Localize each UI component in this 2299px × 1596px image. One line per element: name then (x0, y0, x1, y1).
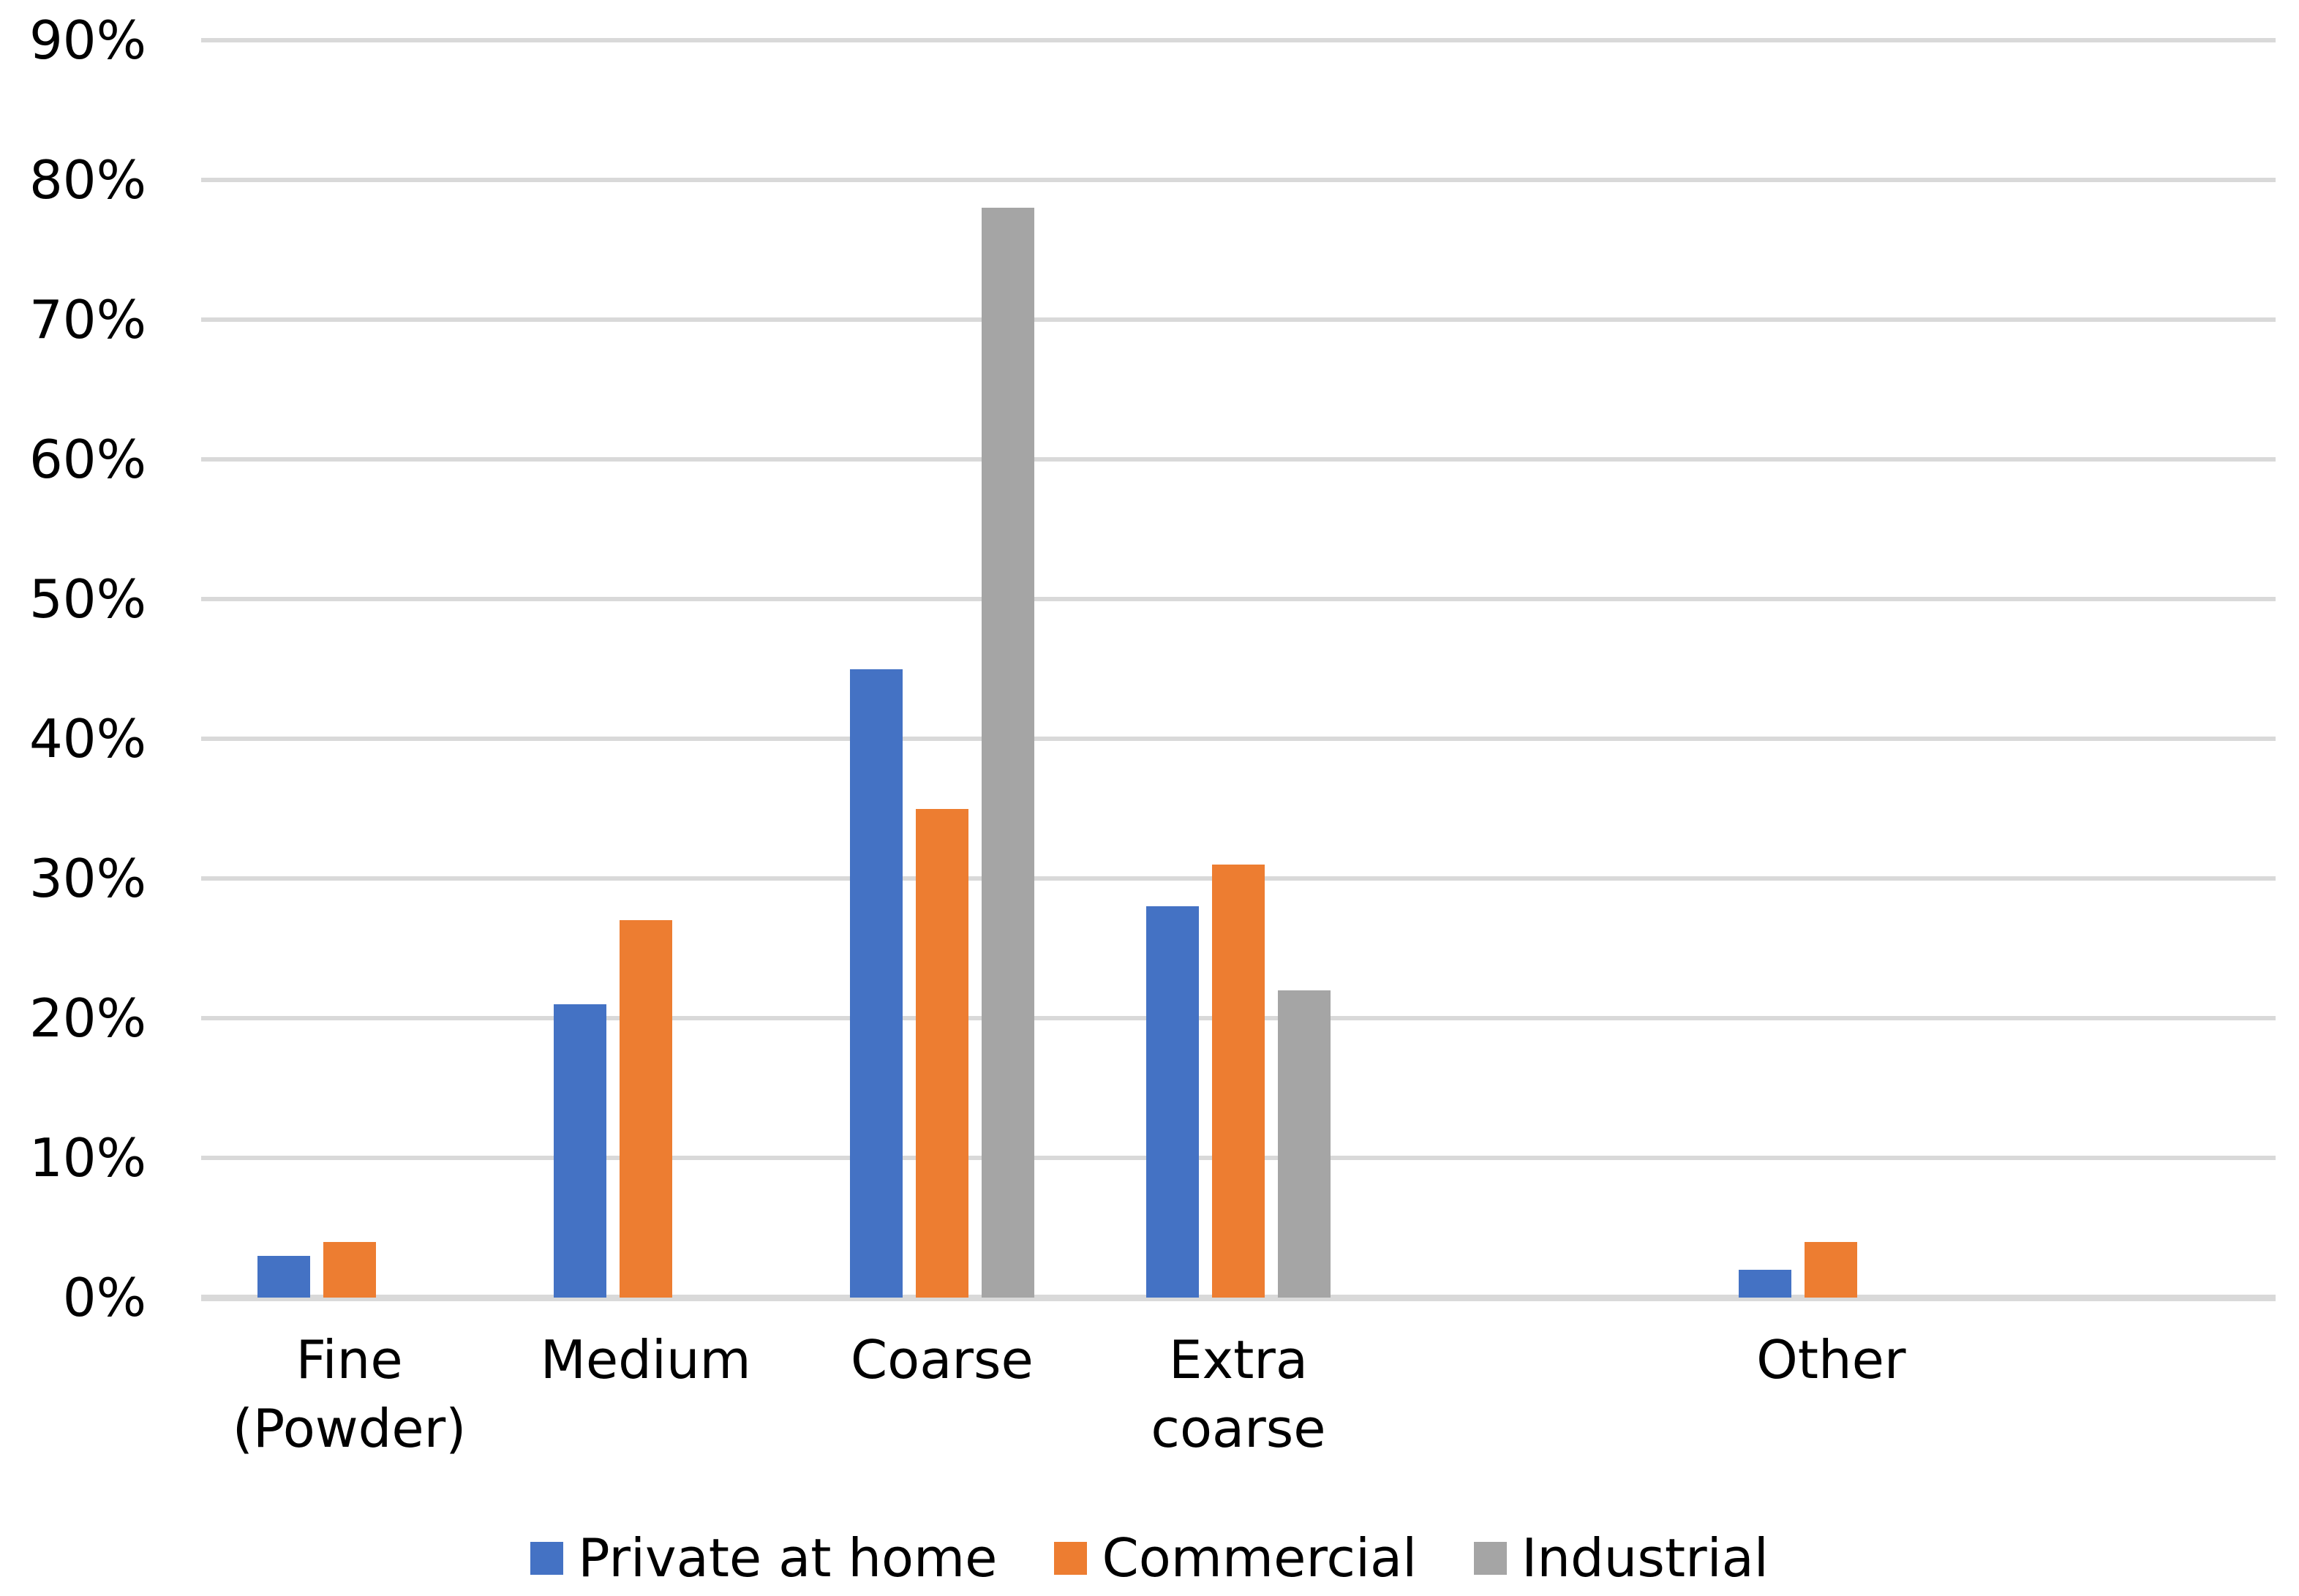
bar-private-at-home (553, 1004, 606, 1298)
gridline (201, 317, 2276, 322)
y-tick-label: 80% (29, 149, 146, 211)
y-tick-label: 50% (29, 568, 146, 630)
bar-private-at-home (257, 1255, 310, 1298)
bar-commercial (915, 808, 968, 1298)
bar-commercial (1805, 1241, 1858, 1298)
y-tick-label: 20% (29, 987, 146, 1049)
y-tick-label: 90% (29, 10, 146, 71)
gridline (201, 457, 2276, 462)
bar-industrial (1278, 990, 1331, 1298)
bar-commercial (619, 920, 672, 1298)
legend: Private at home Commercial Industrial (0, 1525, 2299, 1591)
x-category-label: Extra coarse (1151, 1329, 1326, 1459)
bar-industrial (981, 208, 1034, 1298)
x-category-label: Other (1756, 1329, 1906, 1390)
gridline (201, 178, 2276, 182)
legend-swatch-icon (530, 1541, 564, 1575)
legend-label: Industrial (1521, 1527, 1769, 1589)
bar-private-at-home (849, 669, 903, 1298)
bar-private-at-home (1146, 906, 1199, 1298)
y-tick-label: 0% (62, 1267, 146, 1328)
bar-private-at-home (1739, 1269, 1792, 1298)
y-tick-label: 60% (29, 429, 146, 490)
x-axis-line (201, 1295, 2276, 1301)
x-category-label: Medium (540, 1329, 751, 1390)
x-category-label: Fine (Powder) (232, 1329, 467, 1459)
gridline (201, 597, 2276, 601)
y-tick-label: 10% (29, 1127, 146, 1189)
legend-item: Industrial (1474, 1527, 1769, 1589)
legend-label: Private at home (578, 1527, 998, 1589)
legend-label: Commercial (1102, 1527, 1418, 1589)
gridline (201, 38, 2276, 42)
y-tick-label: 40% (29, 708, 146, 769)
y-tick-label: 70% (29, 289, 146, 350)
legend-swatch-icon (1474, 1541, 1508, 1575)
x-category-label: Coarse (850, 1329, 1034, 1390)
legend-item: Private at home (530, 1527, 997, 1589)
legend-item: Commercial (1054, 1527, 1417, 1589)
y-tick-label: 30% (29, 848, 146, 909)
bar-commercial (1212, 864, 1265, 1298)
gridline (201, 737, 2276, 741)
bar-commercial (323, 1241, 376, 1298)
legend-swatch-icon (1054, 1541, 1088, 1575)
